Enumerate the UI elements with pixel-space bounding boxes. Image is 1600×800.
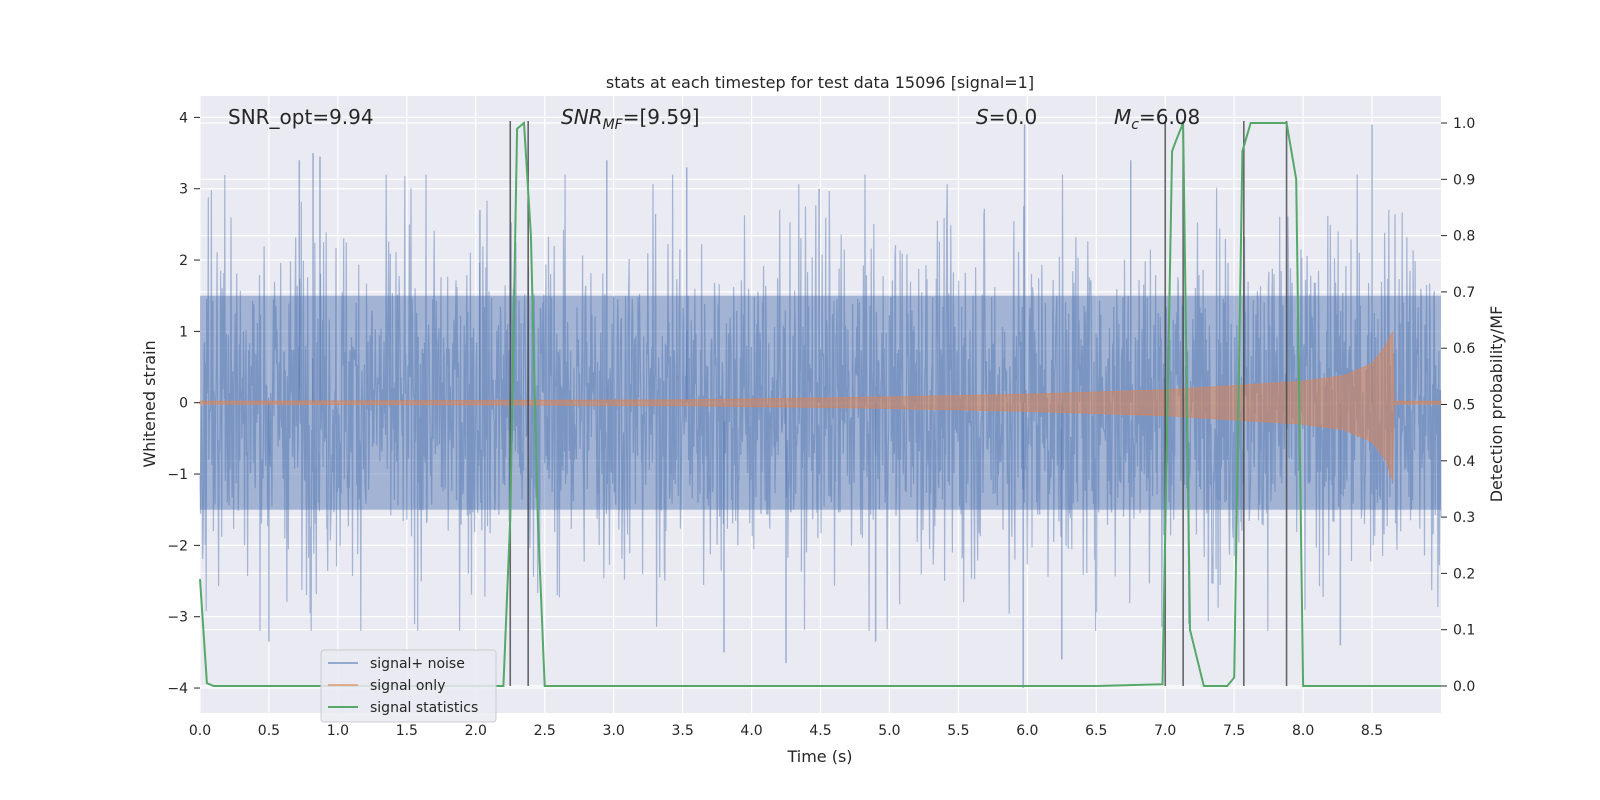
x-axis-label: Time (s) — [786, 747, 852, 766]
y-tick-label-right: 0.2 — [1453, 566, 1475, 582]
y-axis-right-label: Detection probability/MF — [1487, 306, 1506, 503]
x-tick-label: 1.5 — [396, 723, 418, 739]
y-tick-label-left: −2 — [167, 538, 188, 554]
s-rest: =0.0 — [989, 105, 1038, 129]
x-tick-label: 0.5 — [258, 723, 280, 739]
y-tick-label-left: 3 — [179, 182, 188, 198]
x-tick-label: 3.0 — [603, 723, 625, 739]
mc-sub: c — [1131, 117, 1139, 133]
x-tick-label: 4.0 — [740, 723, 762, 739]
mc-rest: =6.08 — [1139, 105, 1200, 129]
legend: signal+ noise signal only signal statist… — [320, 649, 497, 723]
x-tick-label: 0.0 — [189, 723, 211, 739]
y-tick-label-right: 0.0 — [1453, 679, 1475, 695]
legend-box — [320, 649, 497, 723]
s-main: S — [976, 105, 989, 129]
snr-mf-main: SNR — [561, 105, 603, 129]
legend-label-signal-statistics: signal statistics — [370, 700, 478, 716]
x-tick-label: 8.0 — [1292, 723, 1314, 739]
y-tick-label-left: 4 — [179, 110, 188, 126]
x-tick-label: 6.5 — [1085, 723, 1107, 739]
y-tick-label-left: 1 — [179, 324, 188, 340]
annotation-snr-mf: SNRMF=[9.59] — [561, 105, 700, 133]
tick-labels: 0.0 0.5 1.0 1.5 2.0 2.5 3.0 3.5 4.0 4.5 5.0 5.5 6.0 6… — [167, 110, 1475, 739]
x-tick-label: 6.0 — [1016, 723, 1038, 739]
annotation-snr-opt: SNR_opt=9.94 — [228, 105, 374, 129]
y-tick-label-left: −1 — [167, 467, 188, 483]
x-tick-label: 7.5 — [1223, 723, 1245, 739]
snr-mf-rest: =[9.59] — [623, 105, 700, 129]
y-tick-label-right: 0.3 — [1453, 510, 1475, 526]
legend-label-signal-noise: signal+ noise — [370, 656, 465, 672]
y-tick-label-right: 0.6 — [1453, 341, 1475, 357]
y-tick-label-right: 0.1 — [1453, 623, 1475, 639]
y-tick-label-left: 0 — [179, 396, 188, 412]
y-tick-label-right: 0.4 — [1453, 454, 1475, 470]
x-tick-label: 8.5 — [1361, 723, 1383, 739]
y-tick-label-left: −3 — [167, 610, 188, 626]
y-tick-label-right: 1.0 — [1453, 116, 1475, 132]
y-tick-label-left: −4 — [167, 681, 188, 697]
x-tick-label: 1.0 — [327, 723, 349, 739]
annotation-s: S=0.0 — [976, 105, 1037, 129]
legend-label-signal-only: signal only — [370, 678, 445, 694]
noise-trace — [199, 174, 1442, 632]
annotation-mc: Mc=6.08 — [1114, 105, 1200, 133]
x-tick-label: 5.5 — [947, 723, 969, 739]
x-tick-label: 7.0 — [1154, 723, 1176, 739]
x-tick-label: 2.5 — [534, 723, 556, 739]
x-tick-label: 4.5 — [809, 723, 831, 739]
mc-main: M — [1114, 105, 1131, 129]
y-tick-label-right: 0.7 — [1453, 285, 1475, 301]
snr-mf-sub: MF — [603, 117, 624, 133]
y-tick-label-right: 0.8 — [1453, 229, 1475, 245]
chart-title: stats at each timestep for test data 150… — [606, 73, 1034, 92]
x-tick-label: 5.0 — [878, 723, 900, 739]
y-tick-label-right: 0.5 — [1453, 398, 1475, 414]
x-tick-label: 3.5 — [671, 723, 693, 739]
y-axis-label: Whitened strain — [140, 340, 159, 467]
x-tick-label: 2.0 — [465, 723, 487, 739]
y-tick-label-right: 0.9 — [1453, 172, 1475, 188]
vertical-lines — [509, 121, 1288, 686]
y-tick-label-left: 2 — [179, 253, 188, 269]
